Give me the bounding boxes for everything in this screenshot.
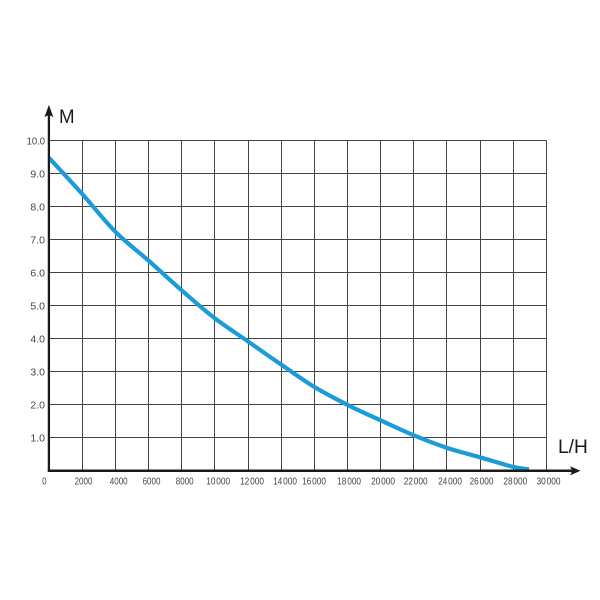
svg-text:6.0: 6.0 (30, 267, 45, 279)
svg-text:4.0: 4.0 (30, 333, 45, 345)
svg-text:18000: 18000 (337, 476, 361, 487)
svg-text:9.0: 9.0 (30, 168, 45, 180)
svg-text:1.0: 1.0 (30, 432, 45, 444)
svg-text:24000: 24000 (438, 476, 462, 487)
svg-text:7.0: 7.0 (30, 234, 45, 246)
svg-text:16000: 16000 (302, 476, 326, 487)
svg-text:3.0: 3.0 (30, 366, 45, 378)
svg-text:2000: 2000 (75, 476, 93, 487)
svg-text:14000: 14000 (273, 476, 297, 487)
svg-text:10.0: 10.0 (27, 135, 46, 147)
svg-text:8000: 8000 (176, 476, 194, 487)
svg-text:0: 0 (42, 476, 46, 487)
svg-text:10000: 10000 (206, 476, 230, 487)
svg-text:6000: 6000 (143, 476, 161, 487)
svg-text:26000: 26000 (470, 476, 494, 487)
svg-text:28000: 28000 (503, 476, 527, 487)
svg-text:4000: 4000 (110, 476, 128, 487)
svg-text:22000: 22000 (404, 476, 428, 487)
svg-text:30000: 30000 (537, 476, 561, 487)
svg-text:2.0: 2.0 (30, 399, 45, 411)
svg-text:8.0: 8.0 (30, 201, 45, 213)
svg-text:5.0: 5.0 (30, 300, 45, 312)
svg-text:12000: 12000 (240, 476, 264, 487)
svg-text:L/H: L/H (558, 436, 588, 458)
svg-text:M: M (59, 106, 75, 128)
svg-text:20000: 20000 (371, 476, 395, 487)
